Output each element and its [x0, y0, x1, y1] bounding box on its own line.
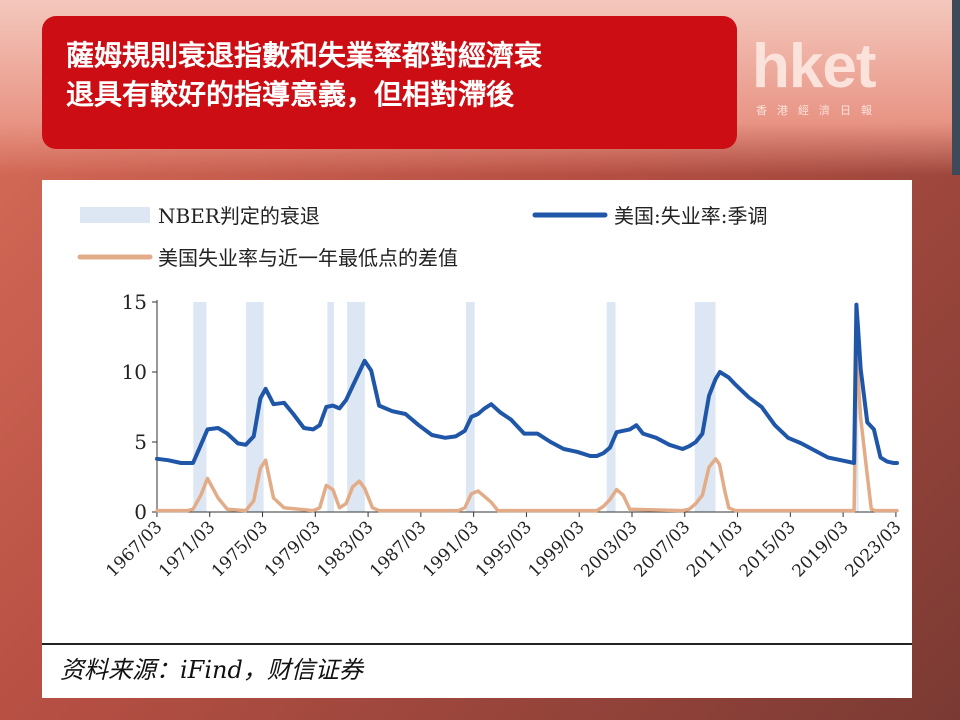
hket-logo: hket 香港經濟日報	[752, 36, 922, 126]
x-tick-label: 1991/03	[419, 517, 483, 581]
x-tick-label: 1975/03	[208, 517, 272, 581]
x-tick-label: 1995/03	[472, 517, 536, 581]
y-tick-label: 5	[134, 430, 147, 454]
x-tick-label: 2003/03	[577, 517, 641, 581]
recession-band	[465, 302, 475, 512]
unemployment-series-line	[155, 302, 899, 465]
unemployment-chart: 0 5 10 15 1967/031971/031975/031979/031983/0…	[77, 204, 905, 581]
x-tick-label: 1967/03	[102, 517, 166, 581]
legend-gap-label: 美国失业率与近一年最低点的差值	[158, 246, 458, 270]
right-edge-bar	[952, 0, 960, 175]
headline-line-2: 退具有較好的指導意義，但相對滯後	[66, 78, 515, 111]
chart-panel: 0 5 10 15 1967/03 1971/03 1975/03 1979/03 1983/0…	[42, 180, 912, 698]
legend-unemployment-label: 美国:失业率:季调	[614, 204, 767, 228]
x-tick-label: 1983/03	[314, 517, 378, 581]
gap-series-line	[155, 350, 899, 513]
source-divider	[42, 643, 912, 645]
legend-recession-label: NBER判定的衰退	[158, 204, 320, 228]
headline-line-1: 薩姆規則衰退指數和失業率都對經濟衰	[66, 39, 543, 72]
recession-band	[246, 302, 264, 512]
headline-box: 薩姆規則衰退指數和失業率都對經濟衰 退具有較好的指導意義，但相對滯後	[42, 16, 737, 149]
x-tick-label: 2019/03	[789, 517, 853, 581]
recession-band	[347, 302, 365, 512]
legend-recession-swatch	[80, 207, 150, 223]
x-tick-label: 2023/03	[841, 517, 905, 581]
logo-wordmark: hket	[752, 32, 876, 101]
source-note: 资料来源：iFind，财信证券	[60, 656, 363, 684]
logo-subtitle: 香港經濟日報	[756, 104, 882, 117]
y-tick-label: 15	[122, 290, 147, 314]
y-tick-label: 10	[122, 360, 147, 384]
x-tick-label: 1999/03	[525, 517, 589, 581]
x-tick-label: 1971/03	[155, 517, 219, 581]
y-tick-label: 0	[134, 500, 147, 524]
recession-band	[856, 302, 859, 512]
recession-band	[193, 302, 207, 512]
x-tick-label: 2011/03	[683, 517, 747, 581]
x-tick-label: 2015/03	[736, 517, 800, 581]
x-tick-label: 1987/03	[366, 517, 430, 581]
x-tick-label: 2007/03	[630, 517, 694, 581]
recession-band	[606, 302, 616, 512]
x-tick-label: 1979/03	[261, 517, 325, 581]
